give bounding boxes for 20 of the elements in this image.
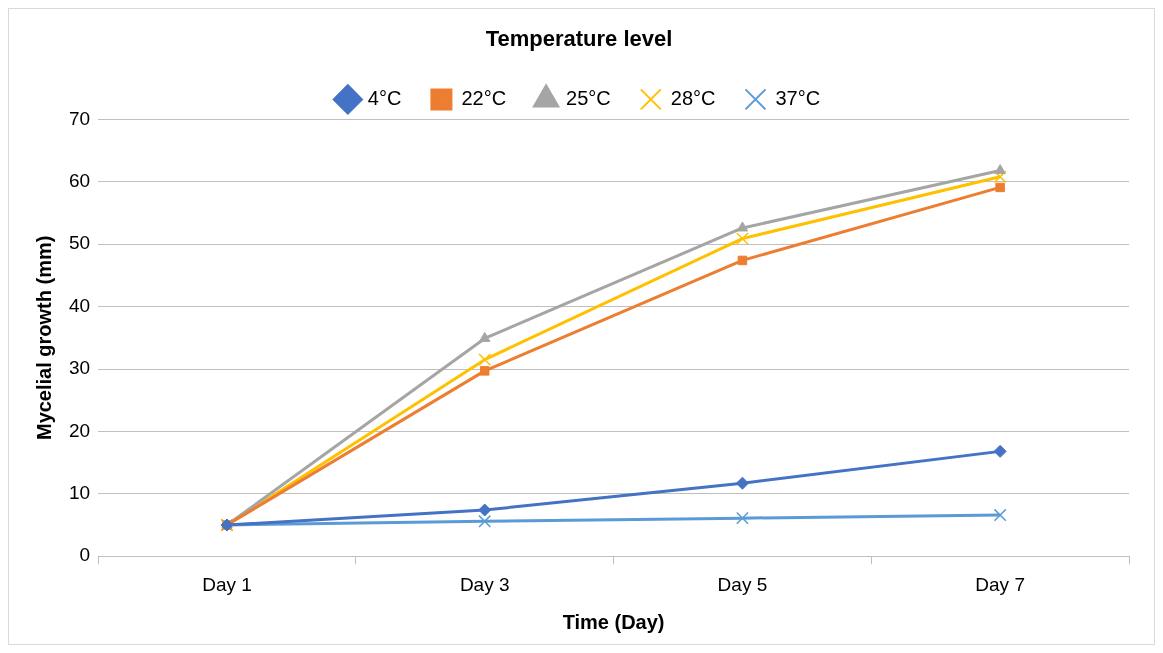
y-tick-label: 30 — [68, 357, 91, 379]
legend-label: 37°C — [775, 86, 821, 109]
x-tick-label: Day 1 — [202, 573, 252, 595]
y-tick-label: 70 — [68, 107, 91, 129]
y-tick-label: 60 — [68, 170, 91, 192]
y-tick-label: 40 — [68, 294, 91, 316]
x-tick-label: Day 5 — [717, 573, 768, 595]
legend-label: 22°C — [461, 86, 507, 109]
y-tick-label: 0 — [79, 544, 91, 566]
y-tick-label: 50 — [68, 232, 91, 254]
chart-title: Temperature level — [485, 26, 673, 52]
legend-label: 25°C — [566, 86, 611, 109]
y-tick-label: 10 — [68, 482, 91, 504]
y-axis-title: Mycelial growth (mm) — [32, 235, 55, 441]
y-tick-label: 20 — [68, 419, 91, 441]
legend-label: 4°C — [367, 86, 402, 109]
x-tick-label: Day 3 — [459, 573, 510, 595]
legend-label: 28°C — [670, 86, 716, 109]
x-tick-label: Day 7 — [975, 573, 1025, 595]
x-axis-title: Time (Day) — [562, 610, 665, 633]
